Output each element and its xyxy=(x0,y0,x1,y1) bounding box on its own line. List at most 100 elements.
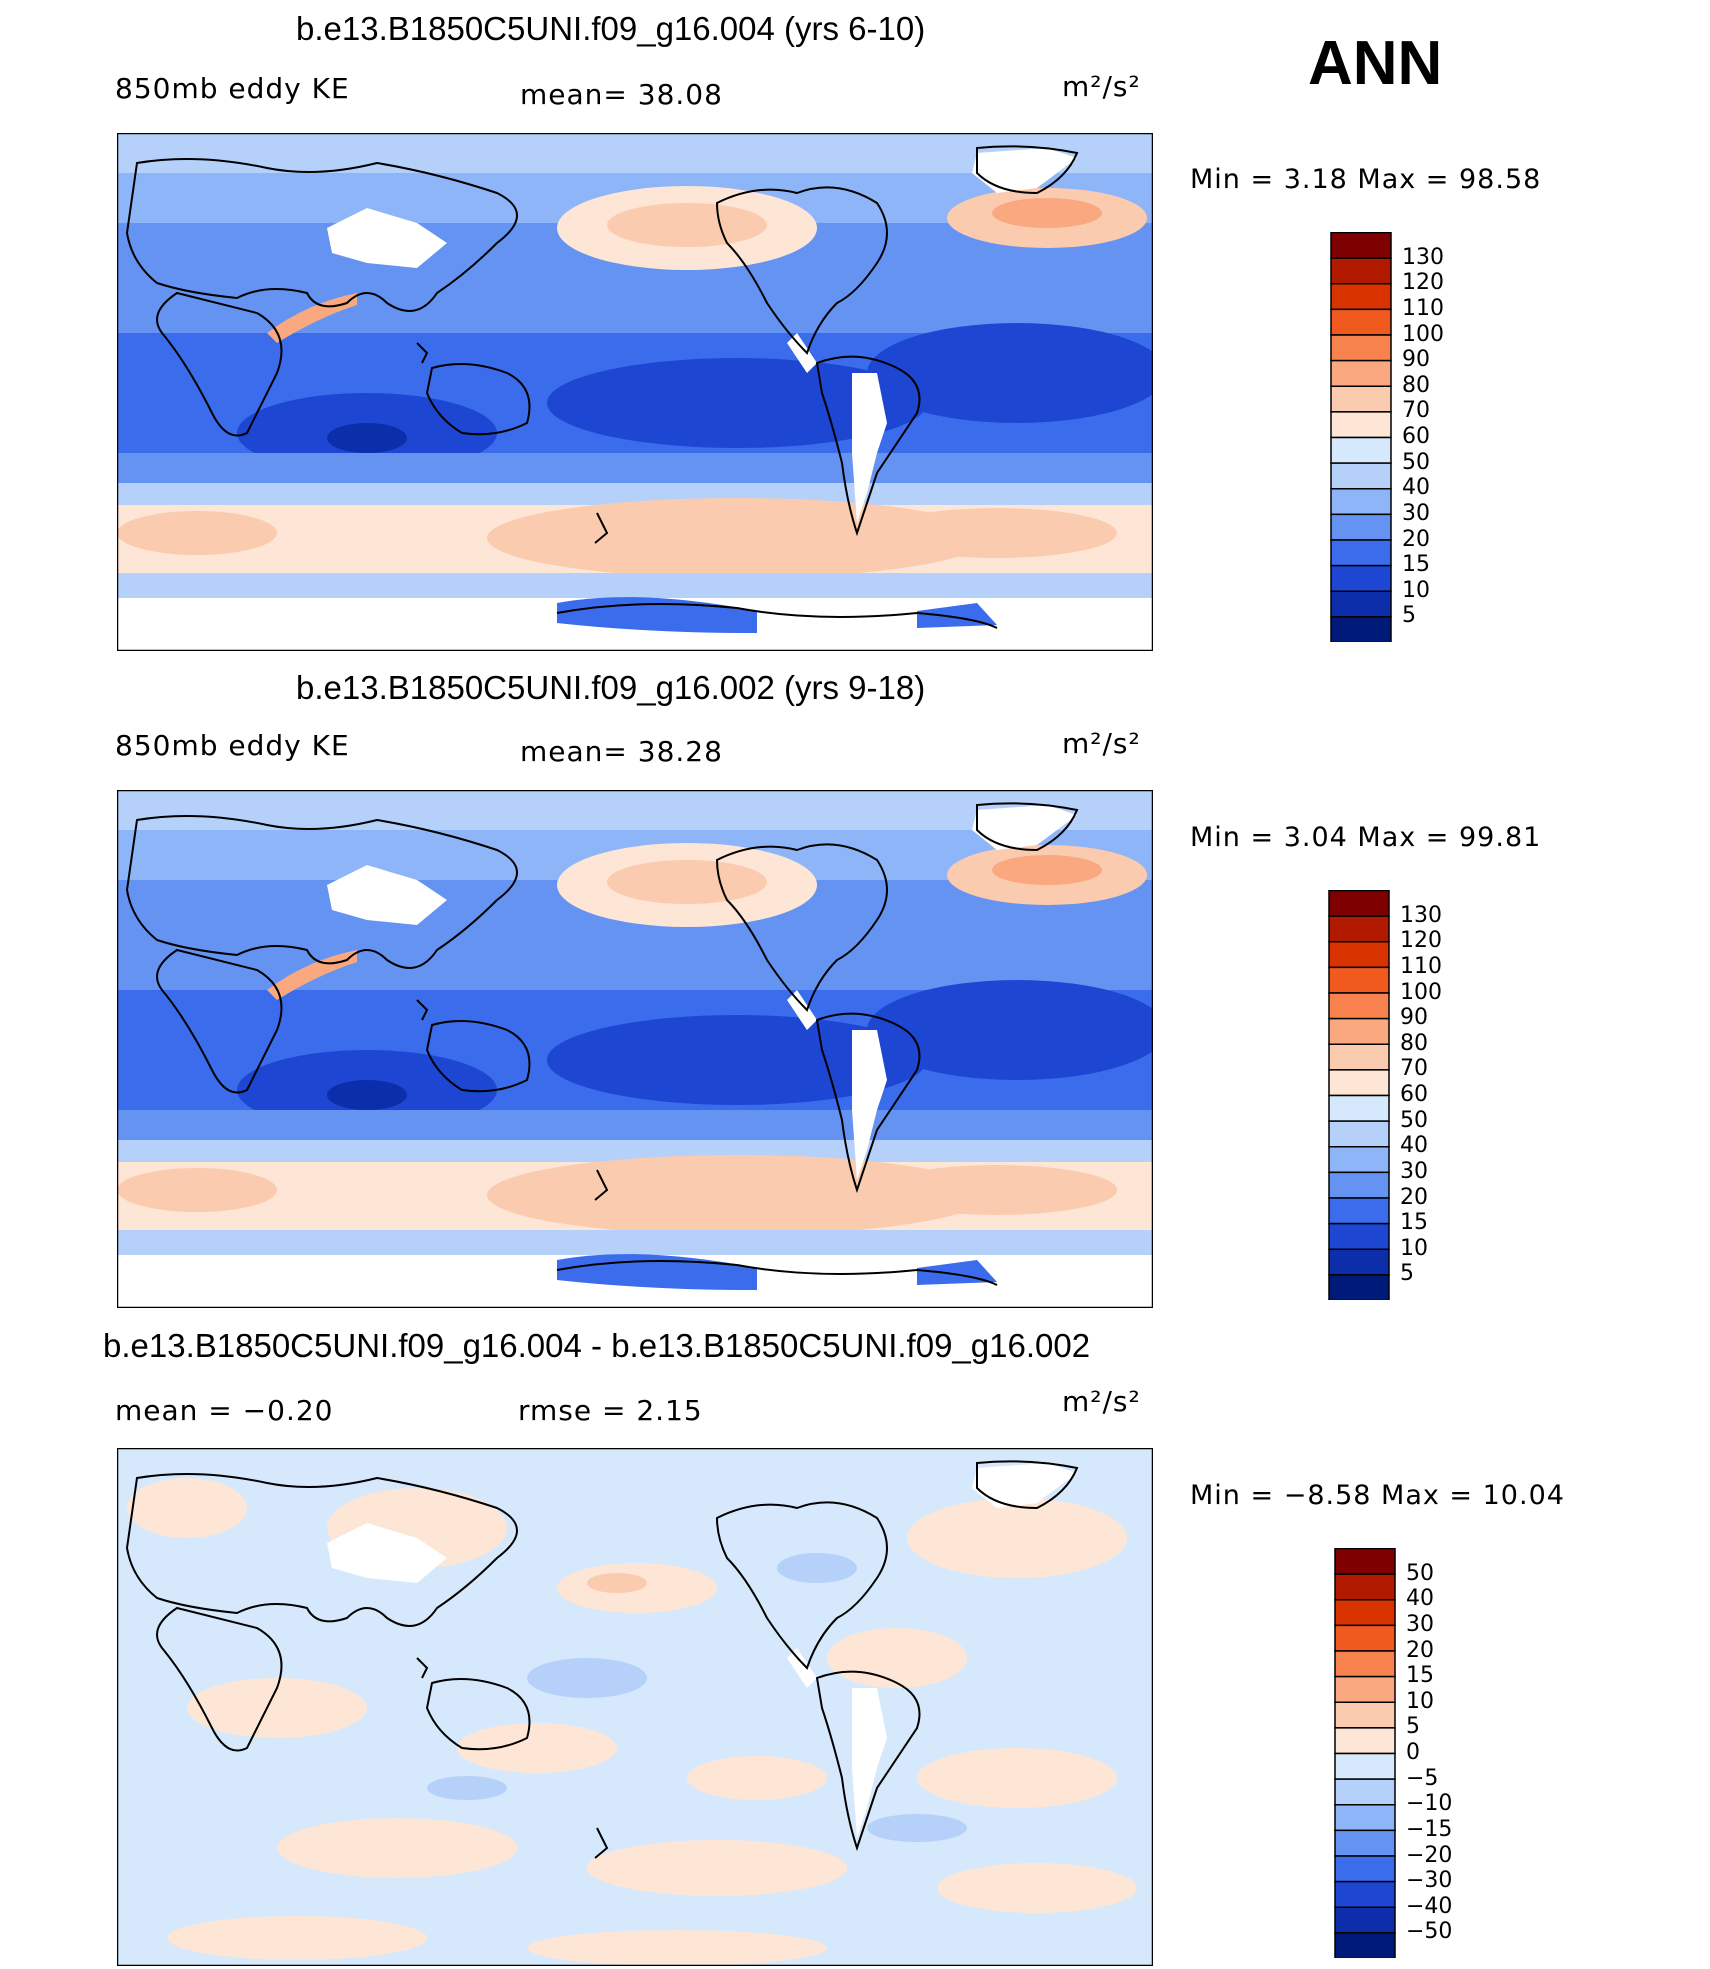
colorbar-swatch xyxy=(1334,1727,1396,1755)
colorbar-swatch xyxy=(1328,992,1390,1020)
colorbar-swatch xyxy=(1328,1274,1390,1300)
colorbar-label: 50 xyxy=(1406,1560,1434,1586)
colorbar-swatch xyxy=(1330,232,1392,259)
colorbar-label: 5 xyxy=(1402,603,1416,629)
colorbar-label: −20 xyxy=(1406,1842,1453,1868)
colorbar-swatch xyxy=(1330,334,1392,362)
colorbar-label: 30 xyxy=(1406,1611,1434,1637)
colorbar-swatch xyxy=(1330,283,1392,311)
panel-2-units: m²/s² xyxy=(1062,727,1141,760)
panel-2-minmax: Min = 3.04 Max = 99.81 xyxy=(1190,822,1542,853)
colorbar-label: 90 xyxy=(1400,1005,1428,1031)
colorbar-swatch xyxy=(1330,564,1392,592)
colorbar-swatch xyxy=(1328,1017,1390,1045)
colorbar-label: 10 xyxy=(1406,1688,1434,1714)
colorbar-swatch xyxy=(1330,385,1392,413)
colorbar-swatch xyxy=(1328,1094,1390,1122)
colorbar-label: 130 xyxy=(1402,244,1444,270)
colorbar-label: 20 xyxy=(1406,1637,1434,1663)
panel-3-minmax: Min = −8.58 Max = 10.04 xyxy=(1190,1480,1565,1511)
colorbar-swatch xyxy=(1330,411,1392,439)
colorbar-swatch xyxy=(1334,1548,1396,1575)
colorbar-swatch xyxy=(1330,616,1392,642)
panel-2-title: b.e13.B1850C5UNI.f09_g16.002 (yrs 9-18) xyxy=(296,669,926,706)
panel-1-colorbar-swatches xyxy=(1330,232,1392,642)
colorbar-swatch xyxy=(1334,1573,1396,1601)
colorbar-label: 100 xyxy=(1402,321,1444,347)
colorbar-swatch xyxy=(1328,890,1390,917)
colorbar-swatch xyxy=(1330,462,1392,490)
colorbar-swatch xyxy=(1334,1701,1396,1729)
colorbar-label: 120 xyxy=(1400,928,1442,954)
colorbar-swatch xyxy=(1334,1932,1396,1958)
colorbar-swatch xyxy=(1334,1752,1396,1780)
panel-1-minmax: Min = 3.18 Max = 98.58 xyxy=(1190,164,1542,195)
colorbar-swatch xyxy=(1334,1624,1396,1652)
panel-3-map xyxy=(117,1448,1153,1966)
colorbar-label: 80 xyxy=(1402,372,1430,398)
colorbar-label: 110 xyxy=(1402,295,1444,321)
colorbar-swatch xyxy=(1330,488,1392,516)
colorbar-swatch xyxy=(1334,1906,1396,1934)
panel-3-mean: mean = −0.20 xyxy=(115,1394,334,1427)
colorbar-label: 5 xyxy=(1406,1714,1420,1740)
colorbar-label: 30 xyxy=(1402,500,1430,526)
panel-1-map xyxy=(117,133,1153,651)
colorbar-swatch xyxy=(1328,1146,1390,1174)
colorbar-swatch xyxy=(1334,1855,1396,1883)
colorbar-label: −5 xyxy=(1406,1765,1439,1791)
colorbar-swatch xyxy=(1330,359,1392,387)
panel-2-mean: mean= 38.28 xyxy=(520,735,723,768)
colorbar-label: 20 xyxy=(1402,526,1430,552)
colorbar-label: 50 xyxy=(1402,449,1430,475)
colorbar-swatch xyxy=(1330,539,1392,567)
colorbar-label: −50 xyxy=(1406,1919,1453,1945)
colorbar-label: 15 xyxy=(1400,1210,1428,1236)
colorbar-label: 60 xyxy=(1400,1082,1428,1107)
colorbar-label: 10 xyxy=(1400,1235,1428,1261)
colorbar-label: 60 xyxy=(1402,424,1430,449)
panel-1-mean: mean= 38.08 xyxy=(520,78,723,111)
colorbar-swatch xyxy=(1334,1880,1396,1908)
colorbar-swatch xyxy=(1328,1120,1390,1148)
season-label: ANN xyxy=(1308,29,1443,98)
colorbar-label: 120 xyxy=(1402,270,1444,296)
colorbar-swatch xyxy=(1334,1675,1396,1703)
colorbar-label: 0 xyxy=(1406,1740,1420,1765)
colorbar-swatch xyxy=(1328,941,1390,969)
panel-1-title: b.e13.B1850C5UNI.f09_g16.004 (yrs 6-10) xyxy=(296,10,926,47)
colorbar-swatch xyxy=(1330,513,1392,541)
colorbar-label: 70 xyxy=(1402,398,1430,424)
colorbar-label: 90 xyxy=(1402,347,1430,373)
panel-1-units: m²/s² xyxy=(1062,70,1141,103)
colorbar-swatch xyxy=(1334,1829,1396,1857)
colorbar-label: 40 xyxy=(1402,475,1430,501)
colorbar-label: 15 xyxy=(1402,552,1430,578)
colorbar-swatch xyxy=(1328,1222,1390,1250)
colorbar-label: −15 xyxy=(1406,1816,1453,1842)
colorbar-label: −10 xyxy=(1406,1791,1453,1817)
panel-3-units: m²/s² xyxy=(1062,1385,1141,1418)
colorbar-swatch xyxy=(1334,1804,1396,1832)
colorbar-swatch xyxy=(1328,966,1390,994)
colorbar-swatch xyxy=(1330,257,1392,285)
colorbar-label: 100 xyxy=(1400,979,1442,1005)
colorbar-label: 50 xyxy=(1400,1107,1428,1133)
colorbar-swatch xyxy=(1330,436,1392,464)
colorbar-label: 110 xyxy=(1400,953,1442,979)
panel-1-variable: 850mb eddy KE xyxy=(115,72,350,105)
panel-3-rmse: rmse = 2.15 xyxy=(518,1394,703,1427)
colorbar-swatch xyxy=(1328,1248,1390,1276)
panel-2-colorbar-swatches xyxy=(1328,890,1390,1300)
colorbar-swatch xyxy=(1334,1599,1396,1627)
colorbar-swatch xyxy=(1328,1043,1390,1071)
colorbar-label: −30 xyxy=(1406,1868,1453,1894)
panel-2-variable: 850mb eddy KE xyxy=(115,729,350,762)
colorbar-label: −40 xyxy=(1406,1893,1453,1919)
colorbar-swatch xyxy=(1328,1069,1390,1097)
colorbar-swatch xyxy=(1330,308,1392,336)
colorbar-swatch xyxy=(1328,1171,1390,1199)
colorbar-label: 130 xyxy=(1400,902,1442,928)
colorbar-label: 15 xyxy=(1406,1663,1434,1689)
colorbar-label: 30 xyxy=(1400,1158,1428,1184)
